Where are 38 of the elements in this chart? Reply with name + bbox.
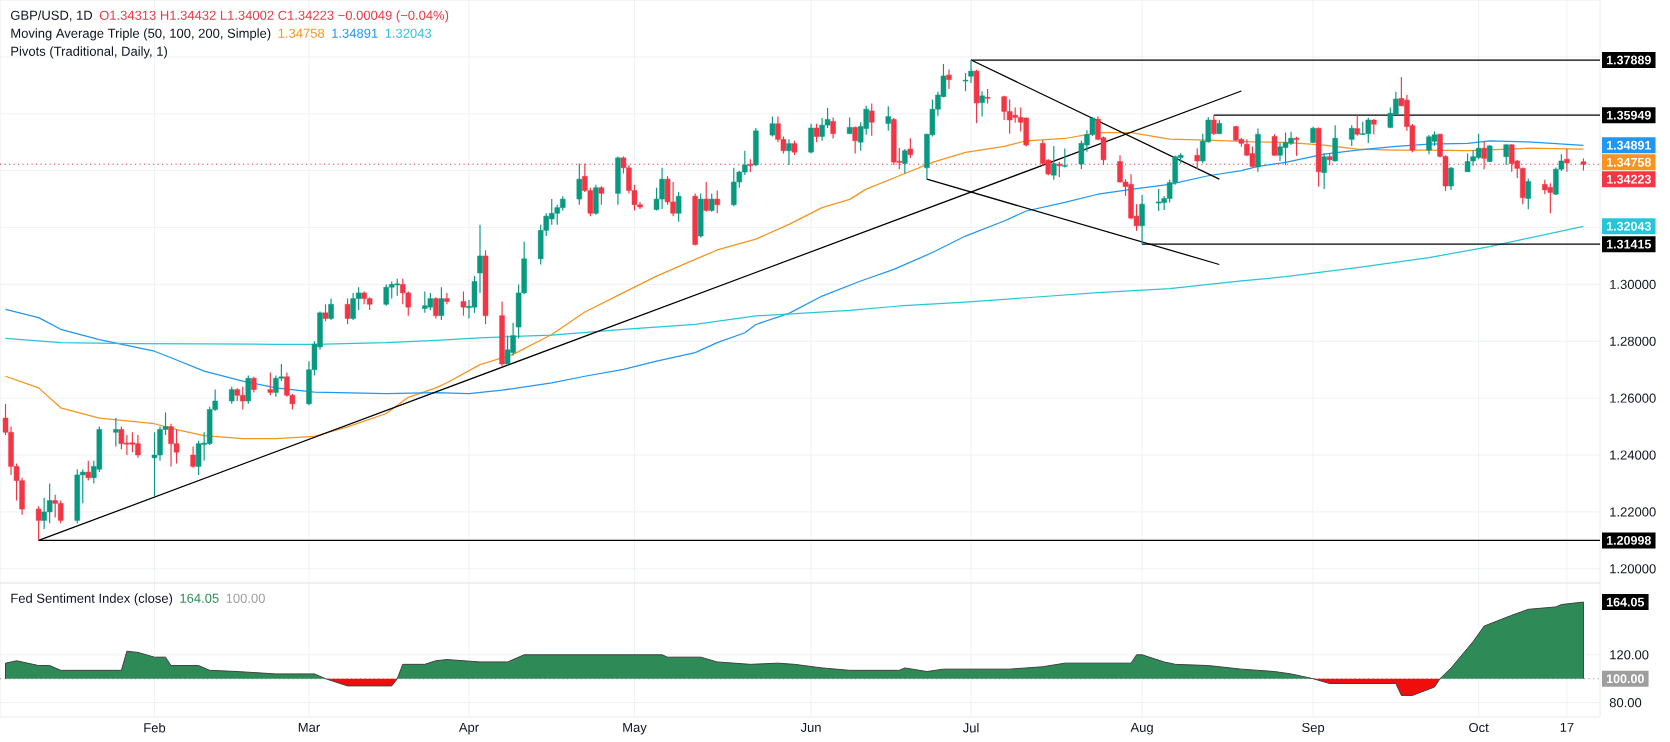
text: Fed Sentiment Index (close) bbox=[11, 593, 173, 606]
x-tick-label: 17 bbox=[1560, 722, 1574, 732]
data-label: 1.31415 bbox=[1606, 239, 1652, 249]
text: 1.34758 bbox=[278, 28, 325, 38]
text: 1.32043 bbox=[385, 28, 432, 38]
y-tick-label: 1.28000 bbox=[1610, 336, 1656, 346]
y-tick-label: 1.30000 bbox=[1610, 279, 1656, 289]
y-tick-label: 1.22000 bbox=[1610, 507, 1656, 517]
annotation: Pivots (Traditional, Daily, 1) bbox=[11, 46, 168, 59]
x-tick-label: Oct bbox=[1469, 722, 1489, 733]
x-tick-label: Mar bbox=[298, 722, 320, 732]
x-tick-label: Jun bbox=[800, 722, 821, 732]
ref-line-label: 1.34223 bbox=[1606, 174, 1651, 184]
text: 100.00 bbox=[226, 593, 265, 603]
ref-line-label: 100.00 bbox=[1606, 674, 1644, 684]
data-label: 1.34891 bbox=[1606, 140, 1652, 150]
data-label: 1.35949 bbox=[1606, 110, 1651, 120]
text: GBP/USD, 1D bbox=[10, 10, 93, 22]
data-label: 1.32043 bbox=[1606, 221, 1651, 231]
text: 164.05 bbox=[180, 593, 219, 603]
data-label: 1.20998 bbox=[1606, 535, 1651, 545]
y-tick-label: 120.00 bbox=[1610, 650, 1649, 660]
annotation: O1.34313 H1.34432 L1.34002 C1.34223 −0.00049 (−0.04%) bbox=[99, 10, 449, 23]
x-tick-label: May bbox=[623, 722, 647, 735]
data-label: 164.05 bbox=[1606, 597, 1645, 607]
x-tick-label: Jul bbox=[962, 722, 979, 733]
y-tick-label: 1.20000 bbox=[1610, 564, 1656, 574]
text: 1.34891 bbox=[332, 28, 378, 38]
x-tick-label: Sep bbox=[1302, 722, 1325, 735]
data-label: 1.34758 bbox=[1606, 157, 1651, 167]
y-tick-label: 1.26000 bbox=[1610, 393, 1656, 403]
x-tick-label: Apr bbox=[458, 722, 479, 735]
y-tick-label: 1.24000 bbox=[1610, 450, 1656, 460]
y-tick-label: 80.00 bbox=[1609, 698, 1642, 708]
annotation: Moving Average Triple (50, 100, 200, Simple) bbox=[11, 28, 271, 41]
x-tick-label: Aug bbox=[1130, 722, 1153, 735]
data-label: 1.37889 bbox=[1606, 55, 1651, 65]
x-tick-label: Feb bbox=[144, 722, 166, 733]
